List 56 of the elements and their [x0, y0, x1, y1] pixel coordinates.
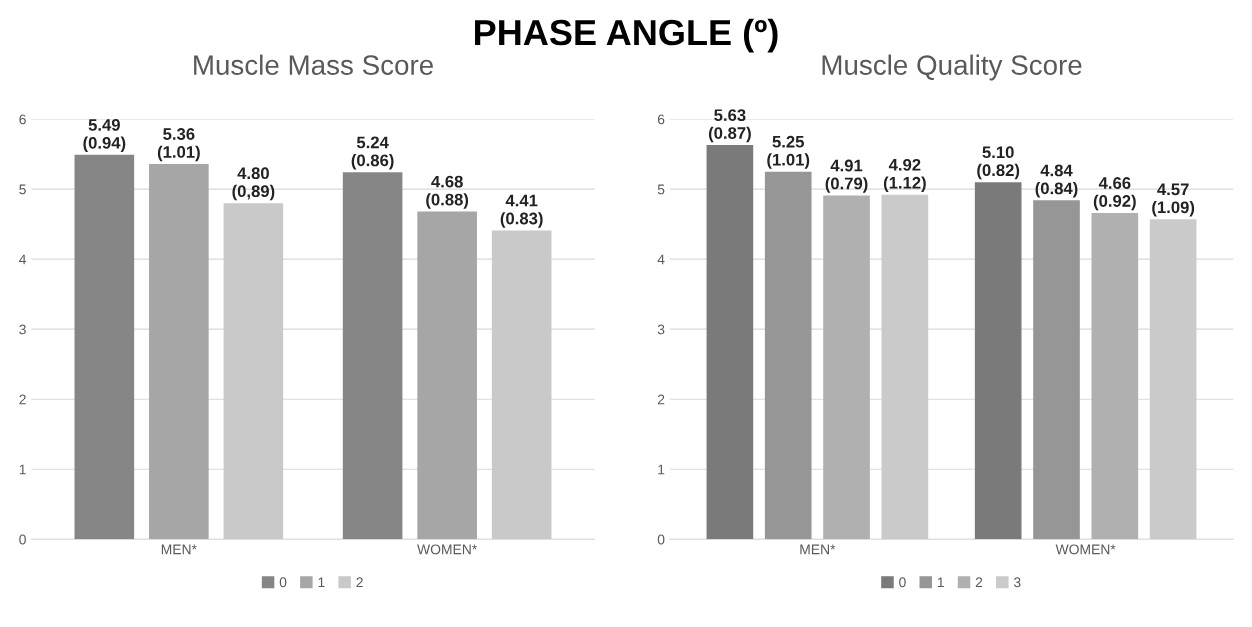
y-tick-label: 6 [19, 114, 26, 125]
bar [823, 195, 870, 540]
y-tick-label: 3 [657, 324, 665, 335]
data-label: 4.92 (1.12) [883, 158, 926, 192]
data-label: 5.36 (1.01) [157, 128, 200, 162]
data-label: 4.80 (0,89) [232, 167, 275, 201]
y-tick-label: 1 [19, 464, 26, 475]
bar [149, 163, 209, 540]
bar [223, 203, 284, 540]
legend-label: 0 [279, 577, 287, 588]
bar [491, 230, 552, 540]
bar [764, 171, 812, 540]
y-tick-label: 4 [19, 254, 27, 265]
y-tick-label: 4 [657, 254, 665, 265]
data-label: 4.68 (0.88) [426, 175, 469, 209]
chart-title: Muscle Mass Score [194, 54, 433, 75]
bar [1033, 200, 1080, 540]
bar [342, 172, 403, 540]
x-tick-label: WOMEN* [417, 544, 478, 555]
x-tick-label: MEN* [800, 544, 836, 555]
data-label: 4.91 (0.79) [825, 159, 868, 193]
legend-label: 2 [356, 577, 363, 588]
legend-label: 3 [1013, 577, 1021, 588]
chart-title: Muscle Quality Score [822, 54, 1082, 81]
data-label: 4.41 (0.83) [500, 194, 543, 228]
bar [881, 194, 929, 540]
data-label: 4.57 (1.09) [1152, 183, 1195, 217]
y-tick-label: 2 [657, 394, 665, 405]
data-label: 5.49 (0.94) [83, 119, 126, 153]
y-tick-label: 5 [19, 184, 26, 195]
y-tick-label: 0 [19, 534, 26, 545]
bar [74, 154, 135, 540]
y-tick-label: 6 [657, 114, 665, 125]
legend-label: 1 [318, 577, 325, 588]
bar [706, 145, 754, 540]
y-tick-label: 3 [19, 324, 26, 335]
data-label: 5.25 (1.01) [767, 135, 810, 169]
data-label: 4.66 (0.92) [1093, 177, 1136, 211]
y-tick-label: 2 [19, 394, 26, 405]
bar [417, 211, 477, 540]
bar [1091, 212, 1139, 540]
data-label: 5.10 (0.82) [977, 146, 1020, 180]
legend-label: 2 [975, 577, 983, 588]
bar [1149, 219, 1197, 540]
y-tick-label: 1 [658, 464, 665, 475]
x-tick-label: MEN* [161, 544, 197, 555]
text: PHASE ANGLE (º) [475, 18, 778, 53]
bar [974, 182, 1022, 540]
y-tick-label: 5 [657, 184, 665, 195]
x-tick-label: WOMEN* [1055, 544, 1116, 555]
y-tick-label: 0 [657, 534, 665, 545]
data-label: 5.63 (0.87) [708, 109, 751, 143]
data-label: 5.24 (0.86) [351, 136, 394, 170]
legend-label: 1 [937, 577, 944, 588]
data-label: 4.84 (0.84) [1035, 164, 1078, 198]
legend-label: 0 [899, 577, 906, 588]
